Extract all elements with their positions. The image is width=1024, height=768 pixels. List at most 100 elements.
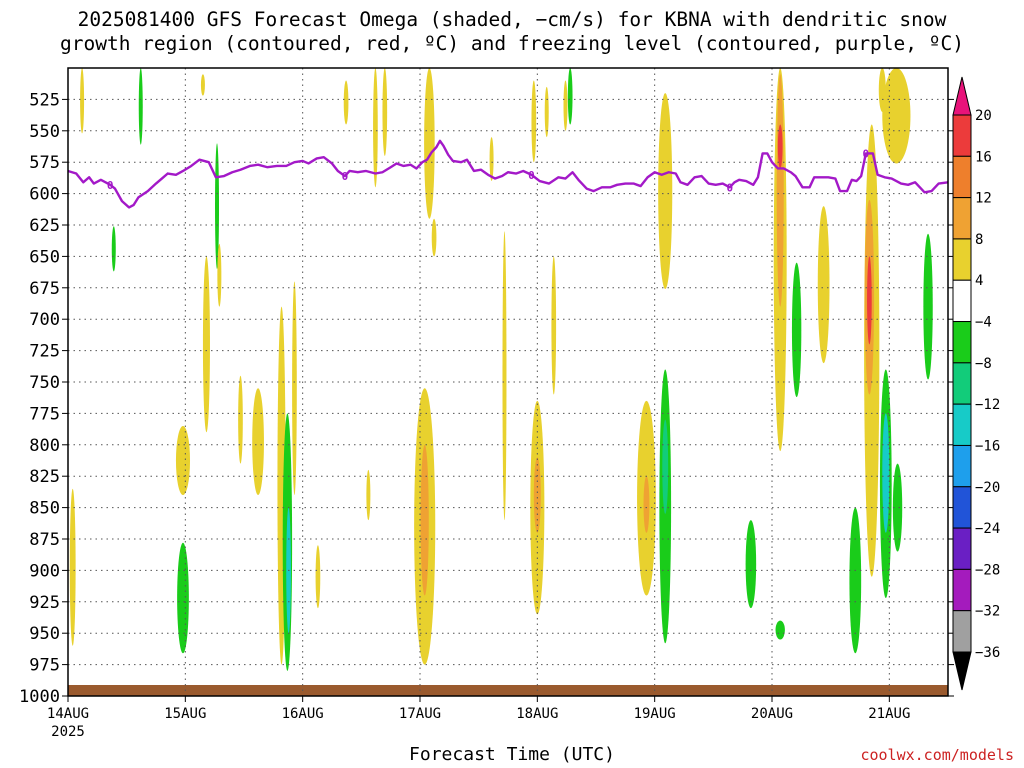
omega-shaded-region xyxy=(382,68,388,156)
colorbar-box xyxy=(952,486,972,529)
x-axis: 14AUG 15AUG 16AUG 17AUG 18AUG 19AUG 20AUG 21AUG… xyxy=(47,696,910,740)
y-tick-label: 700 xyxy=(29,310,60,330)
omega-shaded-region xyxy=(366,469,371,521)
colorbar-box xyxy=(952,527,972,570)
omega-shaded-region xyxy=(544,86,549,138)
freezing-level-line xyxy=(67,139,949,209)
y-tick-label: 850 xyxy=(29,499,60,519)
omega-shaded-region xyxy=(177,542,189,654)
y-tick-label: 750 xyxy=(29,373,60,393)
colorbar-box xyxy=(952,568,972,612)
colorbar-label: 12 xyxy=(975,191,992,207)
colorbar-box xyxy=(952,403,972,446)
colorbar-box xyxy=(952,155,972,199)
omega-shaded-region xyxy=(882,413,890,533)
x-tick-label: 19AUG xyxy=(634,706,676,722)
x-tick-label: 16AUG xyxy=(282,706,324,722)
omega-shaded-region xyxy=(424,68,435,219)
omega-shaded-region xyxy=(502,231,507,521)
colorbar-box xyxy=(952,279,972,323)
colorbar-box xyxy=(952,610,972,653)
y-tick-label: 550 xyxy=(29,122,60,142)
omega-shaded-region xyxy=(111,226,116,272)
y-tick-label: 525 xyxy=(29,90,60,110)
omega-shaded-region xyxy=(533,457,541,533)
y-tick-label: 600 xyxy=(29,185,60,205)
omega-shaded-region xyxy=(776,74,784,307)
omega-shaded-region xyxy=(849,507,862,654)
colorbar-label: −32 xyxy=(975,604,1000,620)
colorbar-label: −8 xyxy=(975,356,992,372)
x-tick-label: 18AUG xyxy=(516,706,558,722)
y-tick-label: 575 xyxy=(29,153,60,173)
omega-shaded-region xyxy=(551,256,557,395)
omega-shaded-region xyxy=(202,256,210,433)
y-tick-label: 875 xyxy=(29,530,60,550)
omega-shaded-region xyxy=(882,68,911,164)
x-tick-label: 17AUG xyxy=(399,706,441,722)
y-tick-label: 925 xyxy=(29,593,60,613)
omega-shaded-region xyxy=(817,206,830,364)
y-tick-label: 900 xyxy=(29,561,60,581)
freezing-level-label: 0 xyxy=(342,170,349,183)
omega-shaded-region xyxy=(238,375,243,464)
omega-shaded-region xyxy=(531,80,537,163)
x-axis-label: Forecast Time (UTC) xyxy=(409,744,615,765)
colorbar-label: 20 xyxy=(975,108,992,124)
y-tick-label: 975 xyxy=(29,656,60,676)
omega-shaded-region xyxy=(80,68,85,134)
y-tick-label: 675 xyxy=(29,279,60,299)
colorbar-box xyxy=(952,197,972,240)
omega-shaded-region xyxy=(923,233,933,380)
omega-shaded-region xyxy=(791,262,802,398)
omega-shaded-region xyxy=(867,256,872,345)
colorbar-label: 16 xyxy=(975,149,992,165)
colorbar-label: −24 xyxy=(975,521,1000,537)
x-tick-year-label: 2025 xyxy=(51,724,85,740)
colorbar-box xyxy=(952,444,972,488)
colorbar-box xyxy=(952,362,972,405)
freezing-level-label: 0 xyxy=(726,181,733,194)
omega-shaded-region xyxy=(892,463,903,552)
x-tick-label: 15AUG xyxy=(164,706,206,722)
chart-title: 2025081400 GFS Forecast Omega (shaded, −… xyxy=(0,8,1024,56)
omega-shaded-region xyxy=(292,281,297,496)
omega-shaded-region xyxy=(431,218,437,257)
omega-shaded-region xyxy=(489,137,494,182)
omega-shaded-region xyxy=(567,68,573,125)
omega-shaded-region xyxy=(343,80,349,125)
colorbar-bottom-arrow xyxy=(952,651,972,691)
freezing-level-label: 0 xyxy=(863,147,870,160)
omega-shaded-region xyxy=(215,143,220,269)
x-tick-label: 14AUG xyxy=(47,706,89,722)
colorbar-label: −16 xyxy=(975,438,1000,454)
grid-layer xyxy=(68,68,948,697)
colorbar-box xyxy=(952,238,972,281)
colorbar-label: 4 xyxy=(975,273,983,289)
y-tick-label: 775 xyxy=(29,404,60,424)
y-tick-label: 625 xyxy=(29,216,60,236)
omega-shaded-region xyxy=(252,388,264,496)
colorbar-box xyxy=(952,114,972,157)
omega-shaded-region xyxy=(777,124,783,169)
omega-shaded-region xyxy=(200,74,205,96)
omega-shaded-region xyxy=(643,476,650,533)
colorbar-label: −28 xyxy=(975,562,1000,578)
freezing-level-label: 0 xyxy=(107,179,114,192)
omega-shaded-region xyxy=(138,68,143,145)
y-tick-label: 650 xyxy=(29,247,60,267)
freezing-level-label: 0 xyxy=(528,169,535,182)
y-tick-label: 1000 xyxy=(19,687,60,707)
x-tick-label: 20AUG xyxy=(751,706,793,722)
omega-shaded-region xyxy=(878,68,886,112)
y-tick-label: 950 xyxy=(29,624,60,644)
colorbar-top-arrow xyxy=(952,76,972,116)
colorbar-label: −12 xyxy=(975,397,1000,413)
chart-title-line-1: 2025081400 GFS Forecast Omega (shaded, −… xyxy=(77,8,947,31)
x-tick-label: 21AUG xyxy=(868,706,910,722)
omega-shaded-region xyxy=(745,520,757,609)
chart-title-line-2: growth region (contoured, red, ºC) and f… xyxy=(60,32,964,55)
colorbar-label: 8 xyxy=(975,232,983,248)
omega-shaded-region xyxy=(69,488,76,646)
